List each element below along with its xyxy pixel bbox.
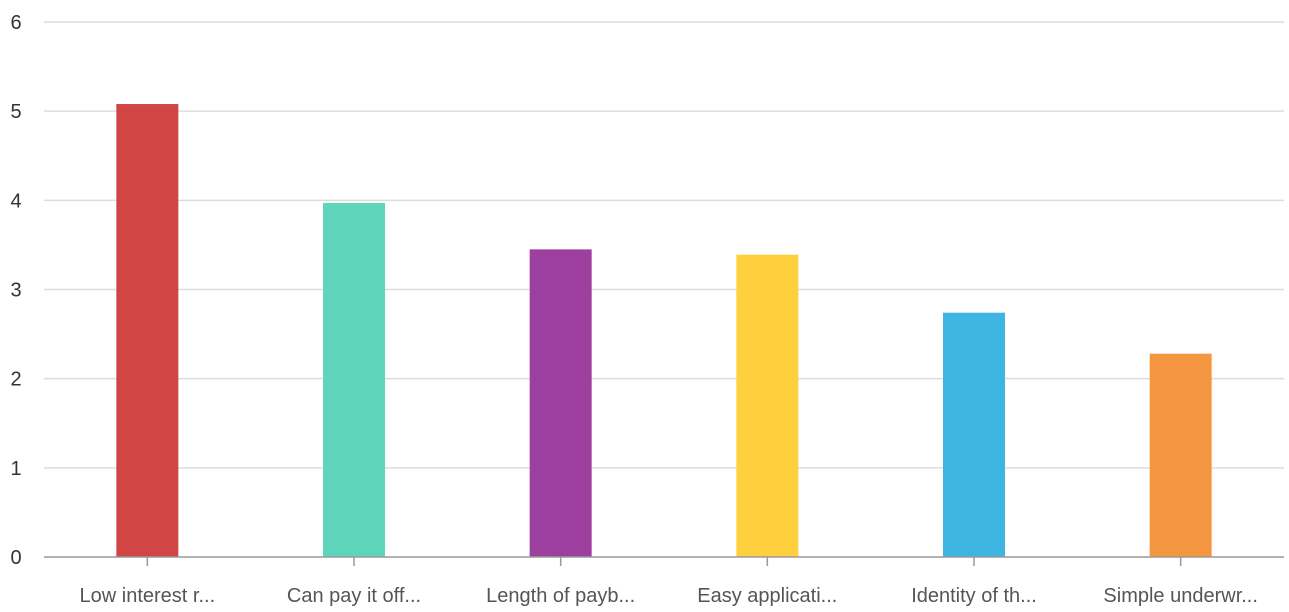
x-tick-label: Low interest r... <box>80 585 216 607</box>
bar[interactable] <box>116 104 179 558</box>
x-tick-label: Easy applicati... <box>697 585 837 607</box>
x-axis-ticks <box>146 557 1182 566</box>
bar[interactable] <box>736 254 799 557</box>
bar[interactable] <box>529 249 592 557</box>
x-axis-labels: Low interest r... Can pay it off... Length… <box>80 585 1258 607</box>
bars <box>116 104 1212 558</box>
y-tick-label: 3 <box>10 280 21 302</box>
x-tick-label: Identity of th... <box>911 585 1037 607</box>
y-tick-label: 4 <box>10 190 21 212</box>
y-tick-label: 2 <box>10 369 21 391</box>
x-tick-label: Can pay it off... <box>287 585 421 607</box>
y-tick-label: 6 <box>10 12 21 34</box>
x-tick-label: Length of payb... <box>486 585 635 607</box>
bar[interactable] <box>323 203 385 557</box>
y-axis-ticks: 0 1 2 3 4 5 6 <box>10 12 21 569</box>
y-tick-label: 5 <box>10 101 21 123</box>
bar[interactable] <box>1149 353 1212 557</box>
y-tick-label: 1 <box>10 458 21 480</box>
gridlines <box>44 21 1284 469</box>
x-tick-label: Simple underwr... <box>1103 585 1258 607</box>
y-tick-label: 0 <box>10 547 21 569</box>
bar[interactable] <box>943 312 1005 557</box>
